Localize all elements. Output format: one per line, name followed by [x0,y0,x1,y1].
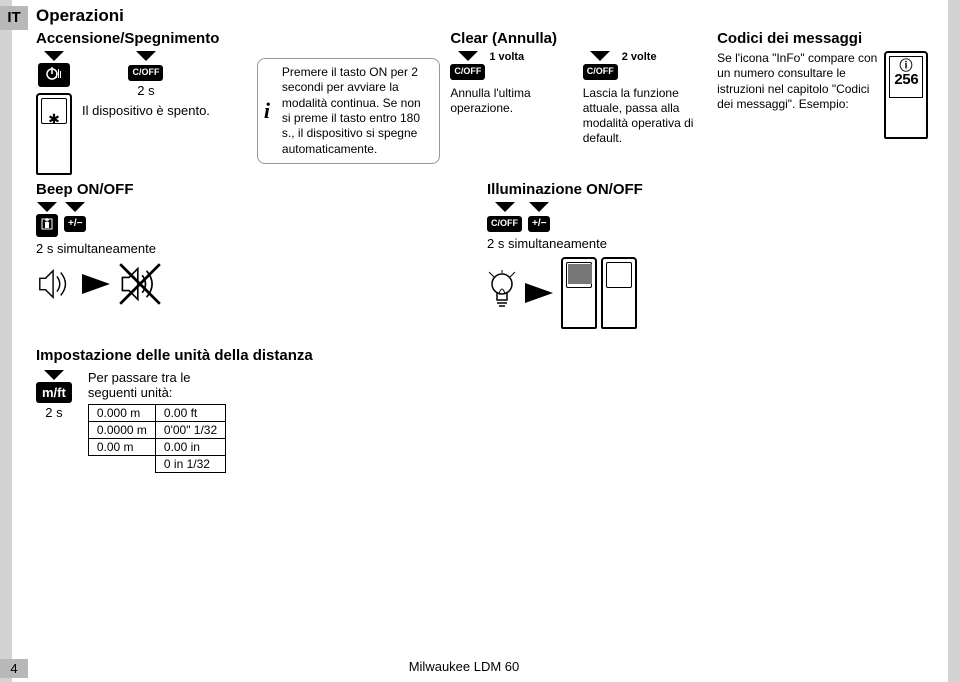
units-cell: 0.0000 m [88,422,155,439]
illum-btn2: +/− [528,216,550,232]
units-cell: 0.000 m [88,405,155,422]
arrow-down-icon [529,202,549,212]
units-duration: 2 s [36,405,72,420]
arrow-down-icon [590,51,610,61]
coff-button: C/OFF [583,64,618,80]
codes-text: Se l'icona "InFo" compare con un numero … [717,51,878,139]
units-cell: 0'00" 1/32 [155,422,225,439]
clear-once-text: Annulla l'ultima operazione. [450,86,574,116]
power-duration: 2 s [82,83,210,99]
arrow-down-icon [37,202,57,212]
units-table: 0.000 m0.00 ft0.0000 m0'00" 1/320.00 m0.… [88,404,226,473]
illum-simul-text: 2 s simultaneamente [487,236,607,251]
beep-btn1 [36,214,58,237]
power-off-text: Il dispositivo è spento. [82,103,210,119]
info-i-icon: i [264,97,270,125]
language-tag: IT [0,6,28,30]
info-box: i Premere il tasto ON per 2 secondi per … [257,58,440,164]
clear-heading: Clear (Annulla) [450,30,707,47]
codes-heading: Codici dei messaggi [717,30,928,47]
arrow-down-icon [458,51,478,61]
units-cell: 0.00 ft [155,405,225,422]
units-heading: Impostazione delle unità della distanza [36,347,928,364]
arrow-down-icon [65,202,85,212]
clear-twice-label: 2 volte [622,51,657,65]
illum-btn1: C/OFF [487,216,522,232]
mft-button: m/ft [36,382,72,403]
device-icon [601,257,637,329]
bulb-on-icon [487,270,517,317]
arrow-down-icon [495,202,515,212]
arrow-right-icon [525,283,553,303]
speaker-on-icon [36,265,74,303]
page-number: 4 [0,659,28,678]
coff-button: C/OFF [128,65,163,81]
beep-heading: Beep ON/OFF [36,181,477,198]
units-cell: 0 in 1/32 [155,456,225,473]
device-icon: ✱ [36,93,72,175]
coff-button: C/OFF [450,64,485,80]
speaker-off-icon [118,262,162,306]
illum-heading: Illuminazione ON/OFF [487,181,928,198]
arrow-down-icon [44,51,64,61]
units-cell: 0.00 m [88,439,155,456]
power-info-text: Premere il tasto ON per 2 secondi per av… [282,65,421,156]
clear-once-label: 1 volta [489,51,524,65]
page-title: Operazioni [36,6,928,26]
units-caption: Per passare tra le seguenti unità: [88,370,238,400]
arrow-right-icon [82,274,110,294]
clear-twice-text: Lascia la funzione attuale, passa alla m… [583,86,707,146]
beep-simul-text: 2 s simultaneamente [36,241,156,256]
power-on-button [38,63,70,87]
arrow-down-icon [136,51,156,61]
units-cell: 0.00 in [155,439,225,456]
device-icon [561,257,597,329]
codes-example-num: 256 [890,72,922,89]
product-name: Milwaukee LDM 60 [28,659,900,678]
device-display-icon: ⓘ 256 [884,51,928,139]
info-icon: ⓘ [890,59,922,72]
arrow-down-icon [44,370,64,380]
beep-btn2: +/− [64,216,86,232]
power-heading: Accensione/Spegnimento [36,30,247,47]
units-cell [88,456,155,473]
